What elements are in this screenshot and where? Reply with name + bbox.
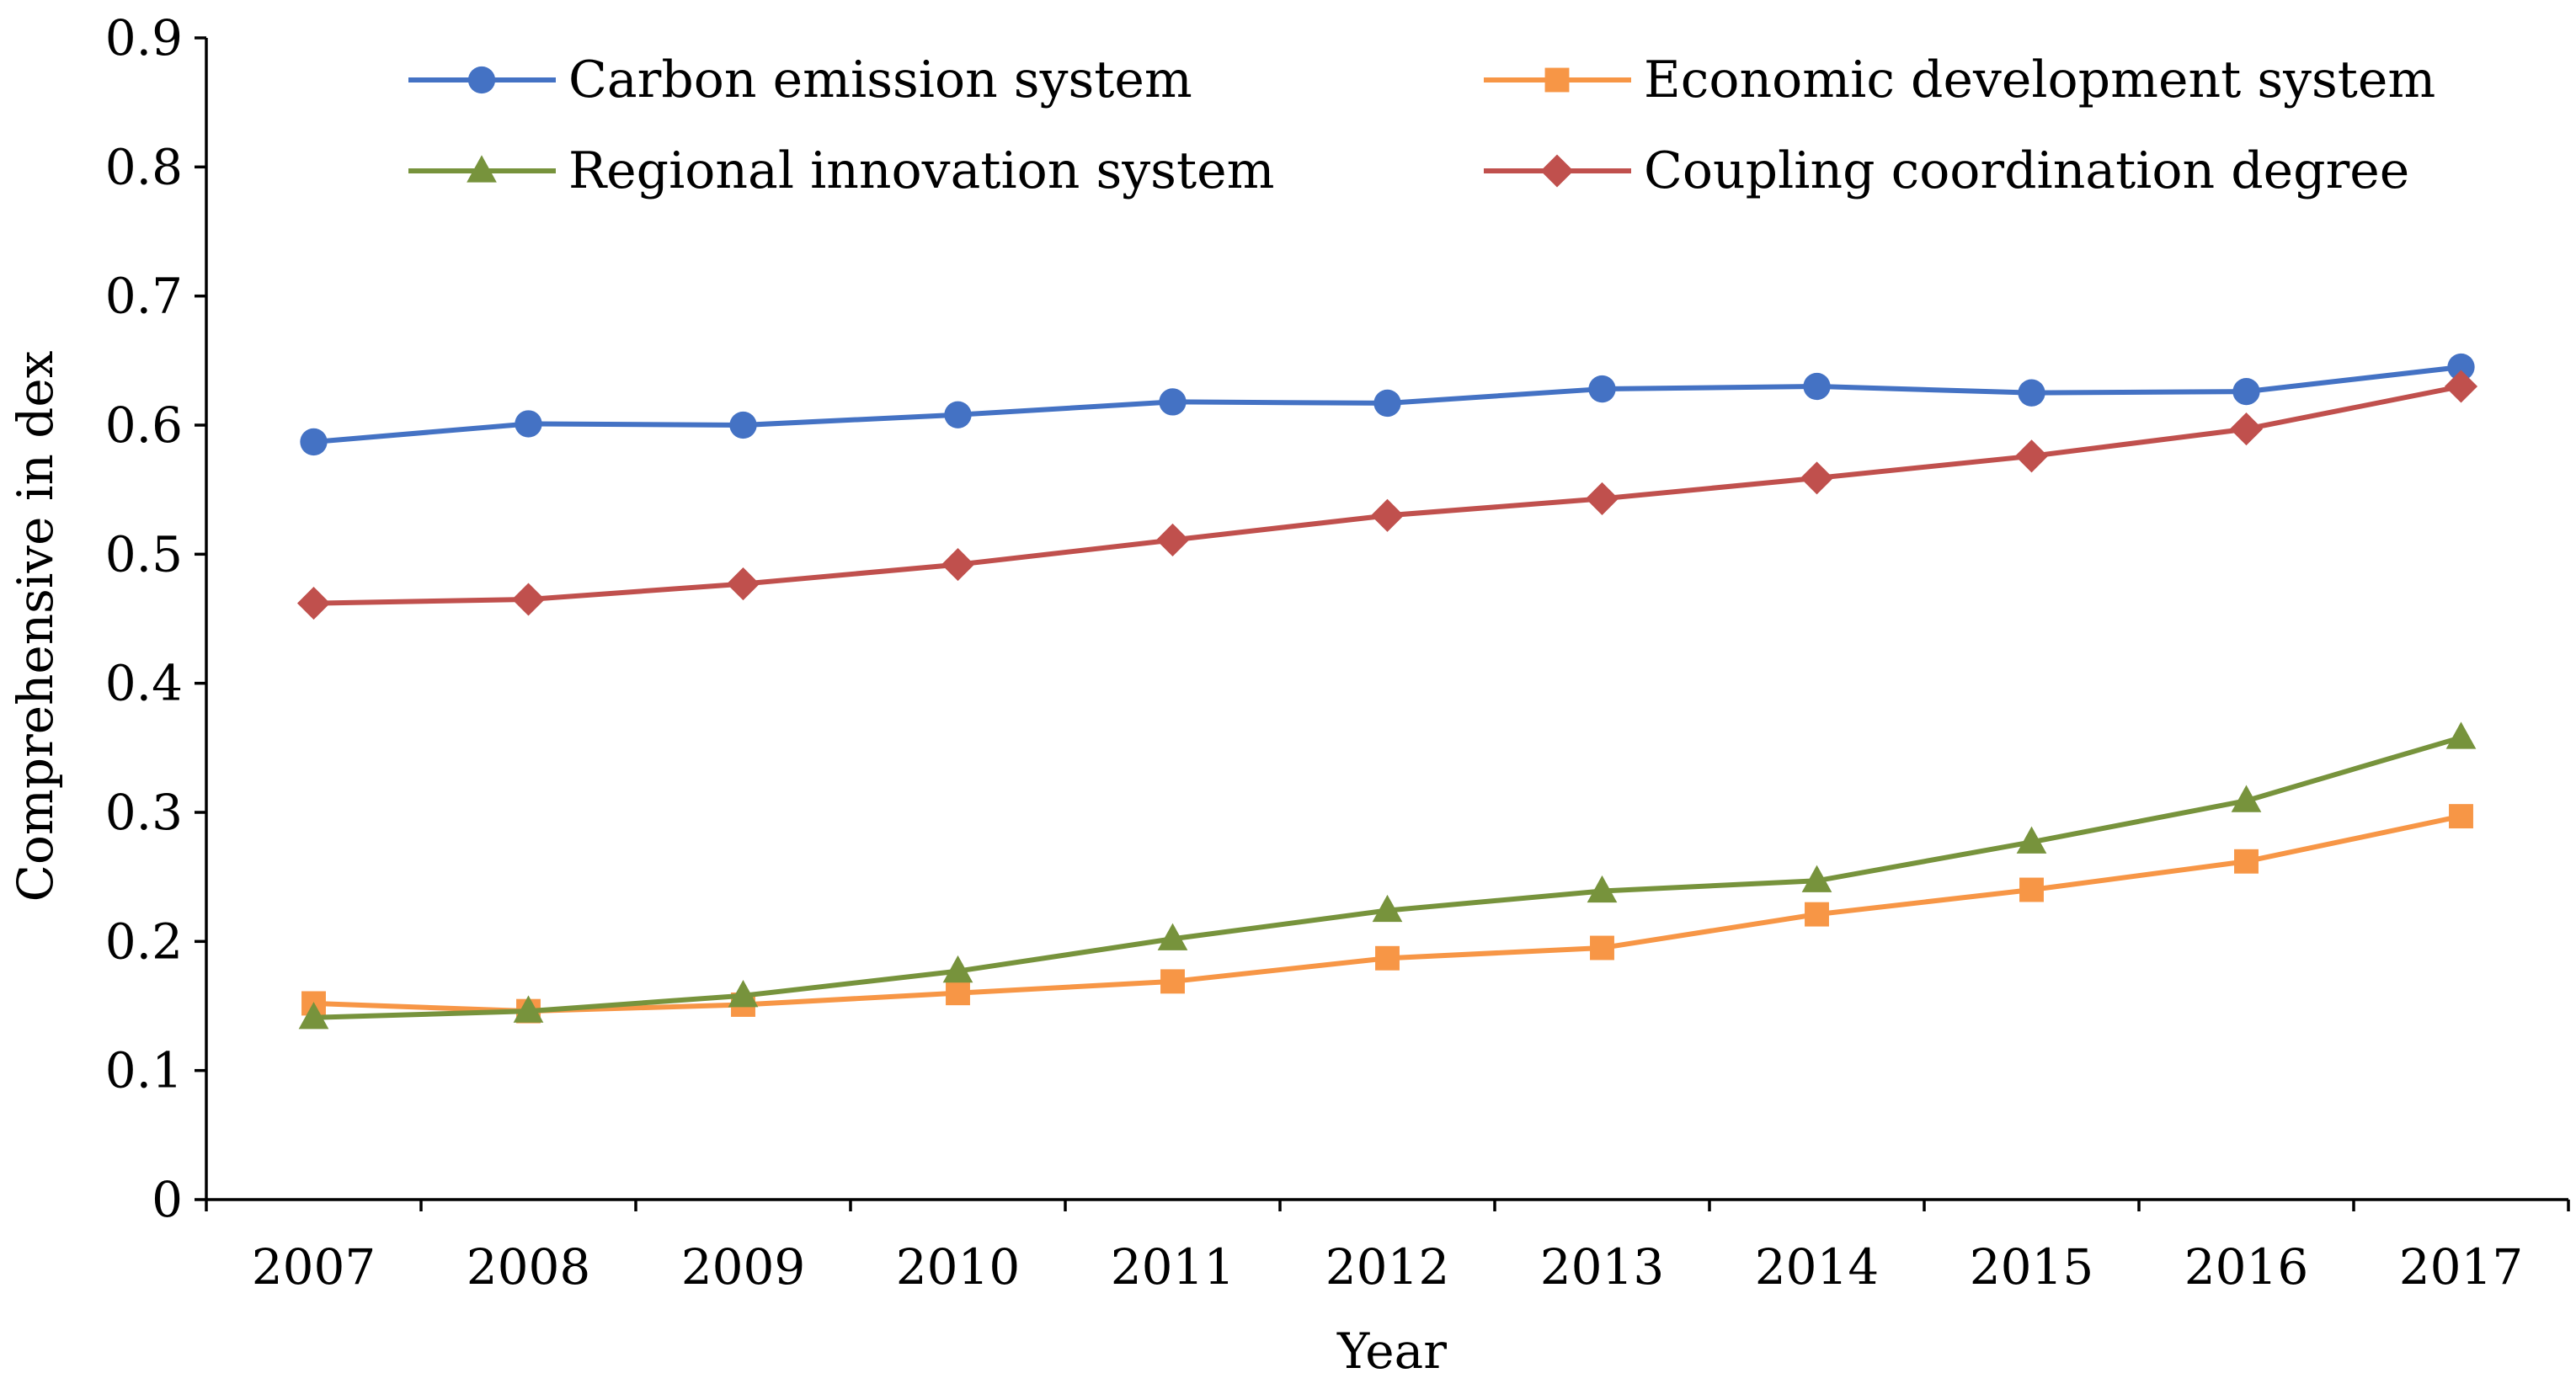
- data-point: [1155, 523, 1190, 557]
- data-point: [2444, 370, 2478, 403]
- data-point: [2231, 785, 2262, 812]
- data-point: [1370, 498, 1405, 532]
- data-point: [1801, 865, 1832, 892]
- data-point: [942, 955, 973, 983]
- x-tick-label: 2012: [1325, 1238, 1450, 1296]
- data-point: [2445, 721, 2477, 749]
- legend-marker: [1540, 154, 1574, 188]
- data-point: [2014, 439, 2049, 473]
- series-regional-innovation-system: [298, 721, 2477, 1030]
- y-axis-title: Comprehensive in dex: [7, 351, 64, 902]
- data-point: [1585, 482, 1619, 515]
- data-point: [729, 411, 757, 439]
- y-tick-label: 0.8: [105, 138, 183, 195]
- y-tick-label: 0: [152, 1171, 183, 1228]
- data-point: [2019, 877, 2044, 902]
- legend-label: Regional innovation system: [568, 141, 1274, 200]
- data-point: [2447, 353, 2475, 381]
- x-tick-label: 2010: [896, 1238, 1021, 1296]
- y-tick-label: 0.6: [105, 396, 183, 454]
- y-tick-label: 0.3: [105, 784, 183, 841]
- data-point: [1800, 461, 1834, 495]
- legend-label: Coupling coordination degree: [1644, 141, 2409, 200]
- legend-marker: [467, 155, 497, 183]
- data-point: [2018, 379, 2045, 407]
- data-point: [1590, 935, 1614, 961]
- legend: Carbon emission system Economic developme…: [408, 51, 2435, 200]
- x-tick-label: 2015: [1970, 1238, 2094, 1296]
- x-tick-label: 2017: [2399, 1238, 2524, 1296]
- data-point: [1805, 902, 1829, 927]
- legend-label: Carbon emission system: [568, 51, 1192, 109]
- data-point: [296, 587, 331, 620]
- data-point: [1372, 894, 1403, 923]
- data-point: [515, 410, 542, 438]
- data-point: [941, 548, 975, 582]
- x-tick-label: 2011: [1111, 1238, 1235, 1296]
- y-tick-label: 0.2: [105, 913, 183, 970]
- series-carbon-emission-system: [300, 353, 2475, 456]
- data-point: [1803, 372, 1831, 401]
- data-point: [2016, 826, 2047, 854]
- data-point: [2449, 804, 2473, 829]
- data-point: [726, 567, 760, 601]
- data-point: [2232, 377, 2260, 406]
- y-tick-label: 0.9: [105, 9, 183, 67]
- data-point: [944, 401, 972, 428]
- data-point: [1373, 389, 1401, 418]
- legend-item-carbon-emission-system: Carbon emission system: [408, 51, 1192, 109]
- legend-item-coupling-coordination-degree: Coupling coordination degree: [1484, 141, 2409, 200]
- series-coupling-coordination-degree: [296, 370, 2478, 620]
- data-point: [1160, 969, 1185, 994]
- data-point: [1587, 875, 1618, 903]
- x-tick-label: 2016: [2184, 1238, 2309, 1296]
- data-point: [2229, 412, 2264, 446]
- data-point: [1157, 923, 1188, 950]
- x-tick-label: 2007: [252, 1238, 376, 1296]
- data-point: [298, 1002, 329, 1030]
- x-tick-label: 2013: [1540, 1238, 1665, 1296]
- data-point: [513, 995, 544, 1023]
- legend-marker: [1544, 67, 1570, 93]
- data-point: [1375, 945, 1400, 971]
- data-point: [1588, 375, 1616, 403]
- x-tick-label: 2014: [1755, 1238, 1880, 1296]
- y-tick-label: 0.1: [105, 1042, 183, 1099]
- legend-item-regional-innovation-system: Regional innovation system: [408, 141, 1274, 200]
- legend-item-economic-development-system: Economic development system: [1484, 51, 2435, 109]
- data-point: [1159, 388, 1187, 416]
- legend-marker: [467, 66, 496, 94]
- data-point: [2234, 849, 2259, 874]
- data-point: [300, 428, 328, 456]
- y-tick-label: 0.5: [105, 525, 183, 583]
- data-point: [946, 981, 970, 1006]
- x-tick-label: 2008: [467, 1238, 591, 1296]
- legend-label: Economic development system: [1644, 51, 2435, 109]
- data-point: [511, 583, 546, 616]
- y-tick-label: 0.4: [105, 655, 183, 712]
- series-layer: [296, 353, 2478, 1030]
- y-tick-label: 0.7: [105, 268, 183, 325]
- data-point: [728, 980, 759, 1008]
- axes: 0 0.1 0.2 0.3 0.4 0.5 0.6 0.7 0.8 0.9 2007 2008 2009…: [105, 9, 2570, 1296]
- series-line: [313, 384, 2462, 606]
- x-axis-title: Year: [1336, 1322, 1447, 1380]
- x-tick-label: 2009: [681, 1238, 806, 1296]
